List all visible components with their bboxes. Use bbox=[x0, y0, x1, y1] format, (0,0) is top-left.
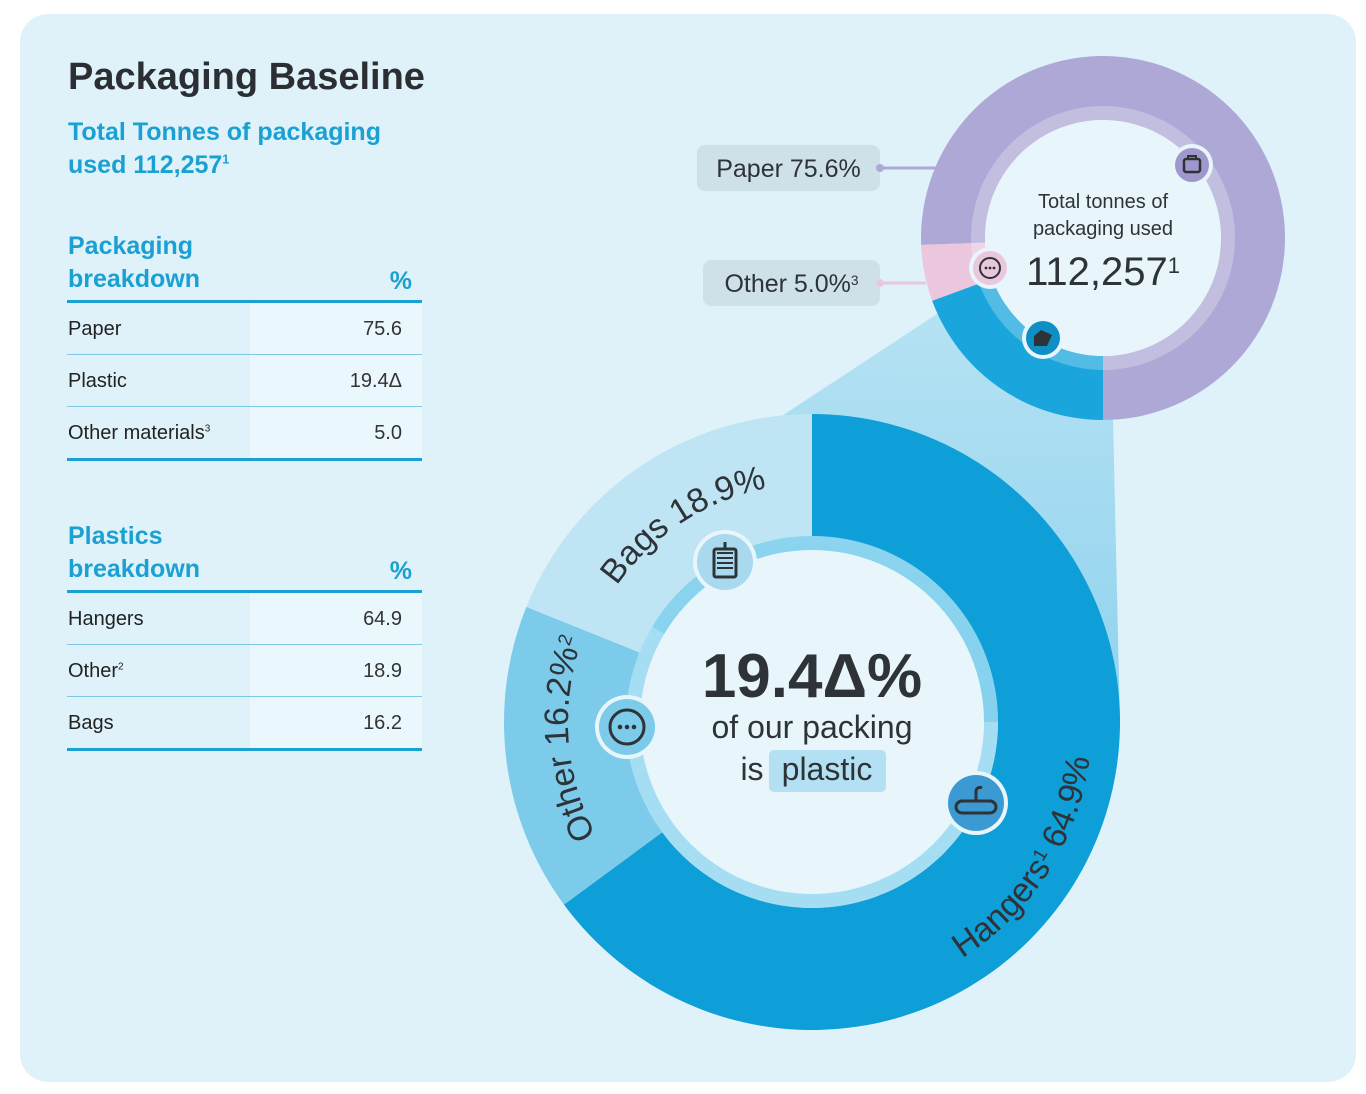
more-icon-dot bbox=[992, 266, 996, 270]
footnote-ref: 3 bbox=[204, 423, 211, 435]
text-part: 19.4Δ% bbox=[702, 642, 922, 711]
header-line2: breakdown bbox=[68, 555, 200, 583]
footnote-ref: 1 bbox=[222, 152, 230, 167]
footnote-ref: 1 bbox=[1168, 253, 1180, 278]
slice-label-pill bbox=[703, 260, 880, 306]
center-label: is bbox=[740, 751, 763, 787]
plastic-items-icon-shape bbox=[1034, 330, 1052, 346]
center-label: of our packing bbox=[711, 709, 912, 745]
header-line2: breakdown bbox=[68, 265, 200, 293]
center-label: packaging used bbox=[1033, 218, 1173, 240]
slice-label: Paper 75.6% bbox=[716, 155, 861, 183]
donut-center bbox=[985, 120, 1221, 356]
table-header: Plastics breakdown % bbox=[67, 522, 422, 593]
more-icon-ring bbox=[979, 257, 1001, 279]
footnote-ref: 2 bbox=[118, 661, 124, 673]
header-line1: Plastics bbox=[68, 522, 163, 550]
donut-center bbox=[640, 550, 984, 894]
row-label: Bags bbox=[68, 712, 114, 734]
center-value: 19.4Δ% bbox=[702, 642, 922, 711]
text-part: Other 5.0% bbox=[724, 270, 850, 298]
slice-label: Other 5.0%3 bbox=[724, 270, 858, 298]
leader-dot bbox=[876, 279, 884, 287]
row-value: 64.9 bbox=[363, 608, 402, 630]
slice-label-pill bbox=[697, 145, 880, 191]
footnote-ref: 3 bbox=[851, 273, 859, 288]
table-row: Hangers 64.9 bbox=[67, 593, 422, 645]
row-label: Other bbox=[68, 660, 119, 682]
leader-dot bbox=[876, 164, 884, 172]
text-part: packaging used bbox=[1033, 218, 1173, 240]
row-value: 18.9 bbox=[363, 660, 402, 682]
subtitle-line2: used 112,257 bbox=[68, 151, 223, 179]
unit-header: % bbox=[389, 557, 412, 585]
table-row: Other2 18.9 bbox=[67, 645, 422, 697]
table-row: Other materials3 5.0 bbox=[67, 407, 422, 461]
table-header: Packaging breakdown % bbox=[67, 232, 422, 303]
packaging-breakdown-table: Packaging breakdown % Paper 75.6 Plastic 19… bbox=[67, 232, 422, 461]
row-value: 75.6 bbox=[363, 318, 402, 340]
paper-bag-icon bbox=[1175, 148, 1209, 182]
center-highlight: plastic bbox=[782, 751, 873, 787]
table-row: Bags 16.2 bbox=[67, 697, 422, 751]
paper-bag-icon-handle bbox=[1187, 155, 1197, 159]
text-part: is bbox=[740, 751, 763, 787]
row-label: Hangers bbox=[68, 608, 144, 630]
more-icon-dot bbox=[988, 266, 992, 270]
row-value: 19.4Δ bbox=[349, 370, 402, 392]
row-value: 16.2 bbox=[363, 712, 402, 734]
more-icon-dot bbox=[624, 724, 630, 730]
text-part: of our packing bbox=[711, 709, 912, 745]
slice-bags bbox=[526, 414, 812, 653]
text-part: Paper 75.6% bbox=[716, 155, 861, 183]
center-label: Total tonnes of bbox=[1038, 191, 1169, 213]
hanger-icon-hook bbox=[974, 785, 983, 801]
more-icon-ring bbox=[608, 708, 646, 746]
row-label: Plastic bbox=[68, 370, 127, 392]
subtitle: Total Tonnes of packaging used 112,2571 bbox=[68, 116, 381, 182]
row-label: Paper bbox=[68, 318, 122, 340]
table-row: Plastic 19.4Δ bbox=[67, 355, 422, 407]
row-label: Other materials bbox=[68, 422, 205, 444]
more-icon-dot bbox=[631, 724, 637, 730]
text-part: Total tonnes of bbox=[1038, 191, 1169, 213]
more-icon-dot bbox=[617, 724, 623, 730]
slice-other bbox=[503, 606, 663, 905]
text-part: 112,257 bbox=[1026, 250, 1168, 294]
plastics-breakdown-table: Plastics breakdown % Hangers 64.9 Other2 18… bbox=[67, 522, 422, 751]
text-part: plastic bbox=[782, 751, 873, 787]
subtitle-line1: Total Tonnes of packaging bbox=[68, 118, 381, 146]
page-title: Packaging Baseline bbox=[68, 56, 425, 98]
paper-bag-icon-shape bbox=[1182, 157, 1202, 174]
center-value: 112,2571 bbox=[1026, 250, 1180, 294]
highlight-box bbox=[769, 750, 886, 792]
more-icon-dot bbox=[984, 266, 988, 270]
hanger-icon bbox=[948, 775, 1004, 831]
table-row: Paper 75.6 bbox=[67, 303, 422, 355]
header-line1: Packaging bbox=[68, 232, 194, 260]
slice-plastic bbox=[932, 278, 1103, 420]
unit-header: % bbox=[389, 267, 412, 295]
row-value: 5.0 bbox=[374, 422, 402, 444]
slice-hangers bbox=[563, 414, 1120, 1030]
